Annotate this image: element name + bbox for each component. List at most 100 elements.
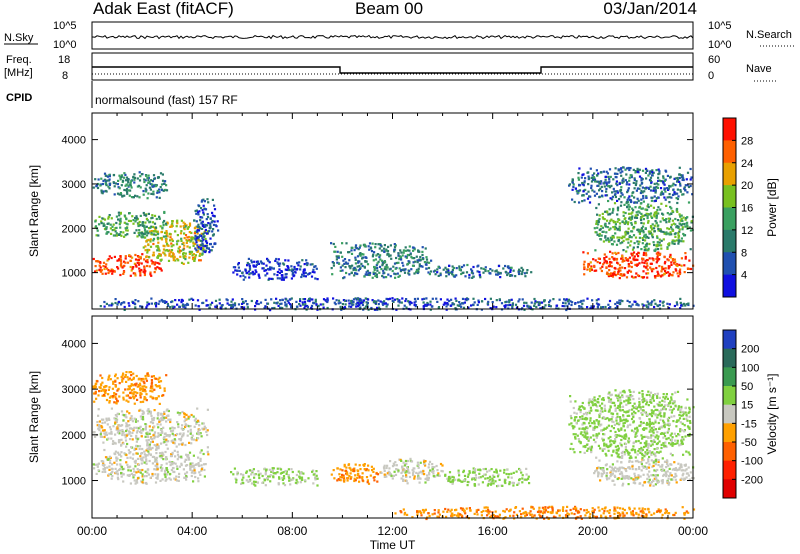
heatmap-cell (362, 301, 365, 304)
heatmap-cell (406, 249, 409, 252)
heatmap-cell (104, 470, 107, 473)
heatmap-cell (241, 478, 244, 481)
heatmap-cell (343, 306, 346, 309)
heatmap-cell (201, 301, 204, 305)
heatmap-cell (135, 437, 138, 440)
heatmap-cell (153, 177, 156, 181)
heatmap-cell (148, 410, 151, 413)
heatmap-cell (649, 212, 653, 215)
heatmap-cell (109, 428, 112, 431)
heatmap-cell (654, 302, 657, 305)
heatmap-cell (136, 385, 139, 388)
heatmap-cell (600, 185, 603, 188)
heatmap-cell (344, 299, 347, 302)
heatmap-cell (145, 439, 148, 442)
heatmap-cell (606, 172, 609, 175)
heatmap-cell (405, 470, 408, 473)
heatmap-cell (606, 262, 609, 265)
heatmap-cell (194, 234, 197, 237)
heatmap-cell (647, 236, 650, 239)
heatmap-cell (684, 184, 687, 187)
heatmap-cell (510, 298, 513, 301)
heatmap-cell (654, 275, 657, 278)
heatmap-cell (172, 434, 175, 437)
heatmap-cell (147, 212, 150, 215)
heatmap-cell (161, 452, 164, 455)
heatmap-cell (279, 262, 282, 265)
heatmap-cell (510, 476, 513, 479)
heatmap-cell (627, 230, 630, 233)
heatmap-cell (132, 376, 135, 379)
heatmap-cell (182, 468, 185, 471)
heatmap-cell (628, 234, 631, 238)
heatmap-cell (387, 298, 390, 301)
heatmap-cell (597, 172, 600, 175)
heatmap-cell (487, 480, 491, 483)
heatmap-cell (112, 181, 115, 184)
heatmap-cell (127, 400, 130, 403)
heatmap-cell (331, 273, 334, 276)
heatmap-cell (402, 479, 405, 482)
heatmap-cell (377, 303, 380, 306)
heatmap-cell (120, 475, 123, 478)
heatmap-cell (339, 251, 342, 254)
heatmap-cell (168, 249, 171, 252)
heatmap-cell (587, 190, 590, 193)
heatmap-cell (598, 180, 601, 183)
heatmap-cell (100, 418, 104, 421)
heatmap-cell (311, 470, 314, 473)
heatmap-cell (589, 167, 592, 170)
heatmap-cell (621, 255, 624, 258)
heatmap-cell (416, 259, 419, 262)
heatmap-cell (163, 389, 166, 392)
heatmap-cell (578, 183, 581, 186)
heatmap-cell (452, 479, 455, 482)
heatmap-cell (211, 198, 214, 201)
heatmap-cell (355, 247, 358, 250)
heatmap-cell (637, 230, 640, 233)
heatmap-cell (142, 380, 145, 383)
heatmap-cell (162, 458, 165, 461)
heatmap-cell (186, 245, 189, 248)
heatmap-cell (605, 194, 609, 197)
heatmap-cell (168, 477, 171, 480)
heatmap-cell (164, 432, 167, 435)
heatmap-cell (263, 307, 266, 310)
heatmap-cell (348, 265, 351, 268)
heatmap-cell (625, 183, 628, 186)
heatmap-cell (366, 263, 370, 266)
heatmap-cell (125, 453, 128, 457)
heatmap-cell (644, 227, 647, 230)
heatmap-cell (131, 215, 134, 218)
heatmap-cell (646, 300, 649, 303)
heatmap-cell (651, 223, 654, 226)
heatmap-cell (654, 276, 657, 279)
heatmap-cell (515, 470, 518, 473)
heatmap-cell (345, 469, 348, 472)
heatmap-cell (400, 471, 403, 475)
heatmap-cell (138, 261, 141, 264)
heatmap-cell (151, 396, 154, 399)
heatmap-cell (247, 257, 250, 260)
heatmap-cell (618, 266, 621, 270)
heatmap-cell (130, 434, 133, 437)
heatmap-cell (375, 273, 378, 276)
heatmap-cell (163, 470, 167, 473)
heatmap-cell (111, 463, 114, 466)
heatmap-cell (450, 298, 453, 301)
heatmap-cell (153, 416, 156, 420)
heatmap-cell (621, 274, 624, 277)
heatmap-cell (619, 242, 622, 245)
heatmap-cell (680, 304, 683, 307)
heatmap-cell (595, 302, 599, 305)
heatmap-cell (624, 231, 627, 234)
heatmap-cell (155, 245, 158, 248)
heatmap-cell (311, 298, 314, 301)
heatmap-cell (196, 236, 199, 239)
heatmap-cell (668, 184, 671, 188)
heatmap-cell (171, 429, 175, 432)
heatmap-cell (342, 259, 345, 262)
heatmap-cell (114, 442, 117, 445)
heatmap-cell (618, 270, 621, 273)
heatmap-cell (365, 273, 369, 276)
